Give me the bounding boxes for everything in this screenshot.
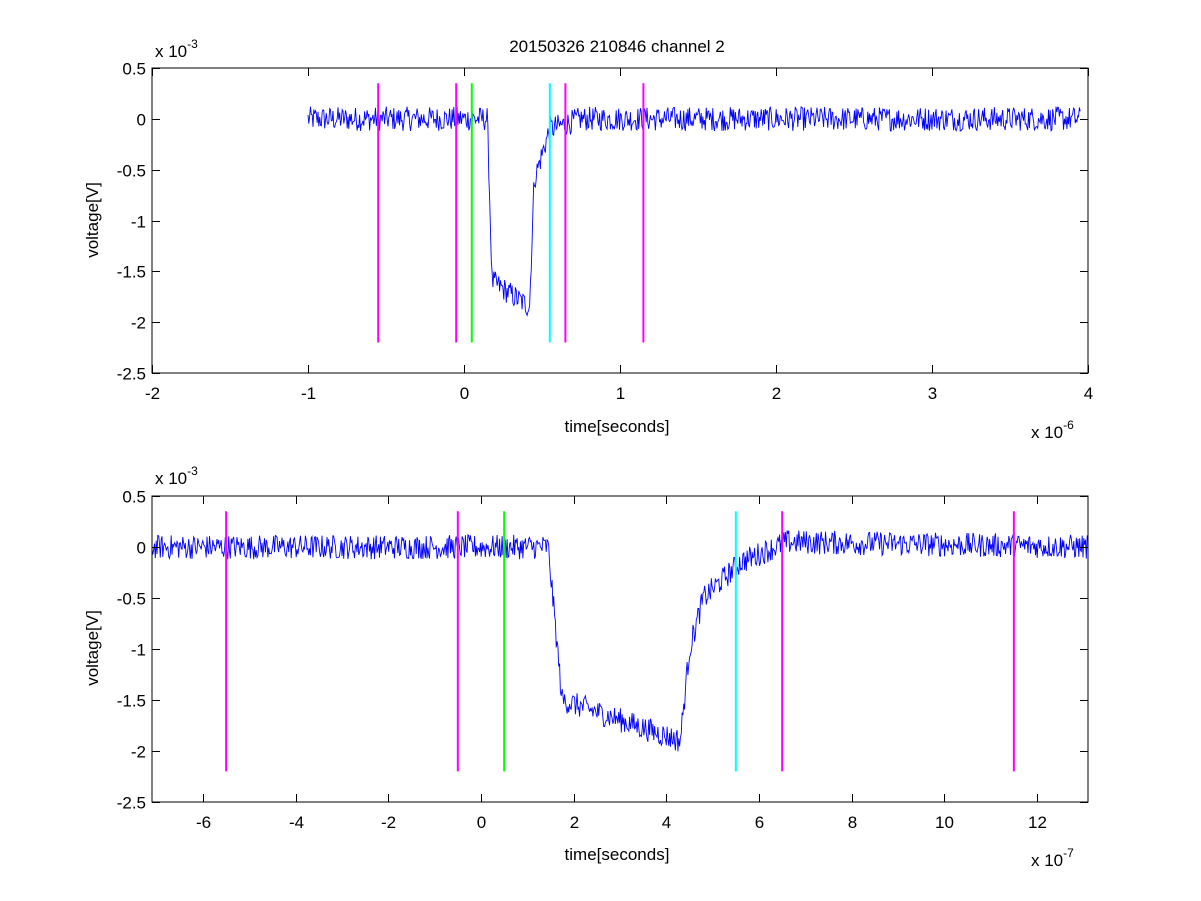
x-exponent: x 10-7 bbox=[1031, 846, 1074, 870]
x-exponent-power: -7 bbox=[1063, 846, 1074, 860]
x-tick-label: -6 bbox=[196, 813, 211, 832]
signal-trace bbox=[307, 106, 1081, 317]
x-exponent: x 10-6 bbox=[1031, 418, 1074, 442]
x-tick-label: -2 bbox=[145, 384, 160, 403]
x-tick-label: 10 bbox=[935, 813, 954, 832]
x-tick-label: 2 bbox=[772, 384, 781, 403]
y-tick-label: -2.5 bbox=[117, 794, 146, 813]
marker-lines bbox=[377, 83, 645, 343]
y-axis-label: voltage[V] bbox=[83, 610, 102, 686]
x-axis-ticks: -2 -1 0 1 2 3 4 bbox=[145, 68, 1093, 403]
x-exponent-base: x 10 bbox=[1031, 851, 1063, 870]
x-tick-label: 8 bbox=[848, 813, 857, 832]
y-tick-label: 0 bbox=[137, 111, 146, 130]
y-exponent-power: -3 bbox=[187, 464, 198, 478]
x-exponent-base: x 10 bbox=[1031, 423, 1063, 442]
x-tick-label: 0 bbox=[460, 384, 469, 403]
y-axis-label: voltage[V] bbox=[83, 182, 102, 258]
x-tick-label: -1 bbox=[301, 384, 316, 403]
y-axis-ticks: -2.5 -2 -1.5 -1 -0.5 0 0.5 bbox=[117, 60, 1088, 384]
x-tick-label: 0 bbox=[477, 813, 486, 832]
x-axis-label: time[seconds] bbox=[565, 417, 670, 436]
voltage-trace bbox=[151, 530, 1089, 752]
signal-trace bbox=[151, 530, 1089, 752]
x-tick-label: 2 bbox=[570, 813, 579, 832]
y-tick-label: 0.5 bbox=[122, 488, 146, 507]
y-tick-label: -0.5 bbox=[117, 162, 146, 181]
marker-lines bbox=[225, 511, 1015, 772]
x-tick-label: 3 bbox=[928, 384, 937, 403]
x-exponent-power: -6 bbox=[1063, 418, 1074, 432]
y-tick-label: 0 bbox=[137, 539, 146, 558]
top-chart: 20150326 210846 channel 2 -2 -1 0 1 2 3 4 -2.5… bbox=[83, 37, 1093, 442]
y-tick-label: -1.5 bbox=[117, 692, 146, 711]
x-axis-label: time[seconds] bbox=[565, 845, 670, 864]
x-tick-label: 6 bbox=[755, 813, 764, 832]
x-axis-ticks: -6 -4 -2 0 2 4 6 8 10 12 bbox=[196, 496, 1047, 832]
x-tick-label: -4 bbox=[289, 813, 304, 832]
y-exponent: x 10-3 bbox=[155, 464, 198, 488]
x-tick-label: 1 bbox=[616, 384, 625, 403]
y-axis-ticks: -2.5 -2 -1.5 -1 -0.5 0 0.5 bbox=[117, 488, 1088, 813]
y-tick-label: -1.5 bbox=[117, 263, 146, 282]
y-tick-label: -1 bbox=[131, 213, 146, 232]
y-tick-label: -2 bbox=[131, 743, 146, 762]
chart-title: 20150326 210846 channel 2 bbox=[509, 37, 725, 56]
y-exponent-base: x 10 bbox=[155, 469, 187, 488]
voltage-trace bbox=[307, 106, 1081, 317]
bottom-chart: -6 -4 -2 0 2 4 6 8 10 12 -2.5 -2 -1.5 -1 -0.5 0 0.5 tim… bbox=[83, 464, 1089, 870]
y-exponent-power: -3 bbox=[187, 37, 198, 51]
plot-frame bbox=[151, 495, 1089, 803]
y-tick-label: 0.5 bbox=[122, 60, 146, 79]
x-tick-label: -2 bbox=[381, 813, 396, 832]
x-tick-label: 4 bbox=[662, 813, 671, 832]
y-exponent-base: x 10 bbox=[155, 42, 187, 61]
y-exponent: x 10-3 bbox=[155, 37, 198, 61]
y-tick-label: -2 bbox=[131, 314, 146, 333]
y-tick-label: -2.5 bbox=[117, 365, 146, 384]
x-tick-label: 12 bbox=[1028, 813, 1047, 832]
y-tick-label: -0.5 bbox=[117, 590, 146, 609]
y-tick-label: -1 bbox=[131, 641, 146, 660]
x-tick-label: 4 bbox=[1084, 384, 1093, 403]
